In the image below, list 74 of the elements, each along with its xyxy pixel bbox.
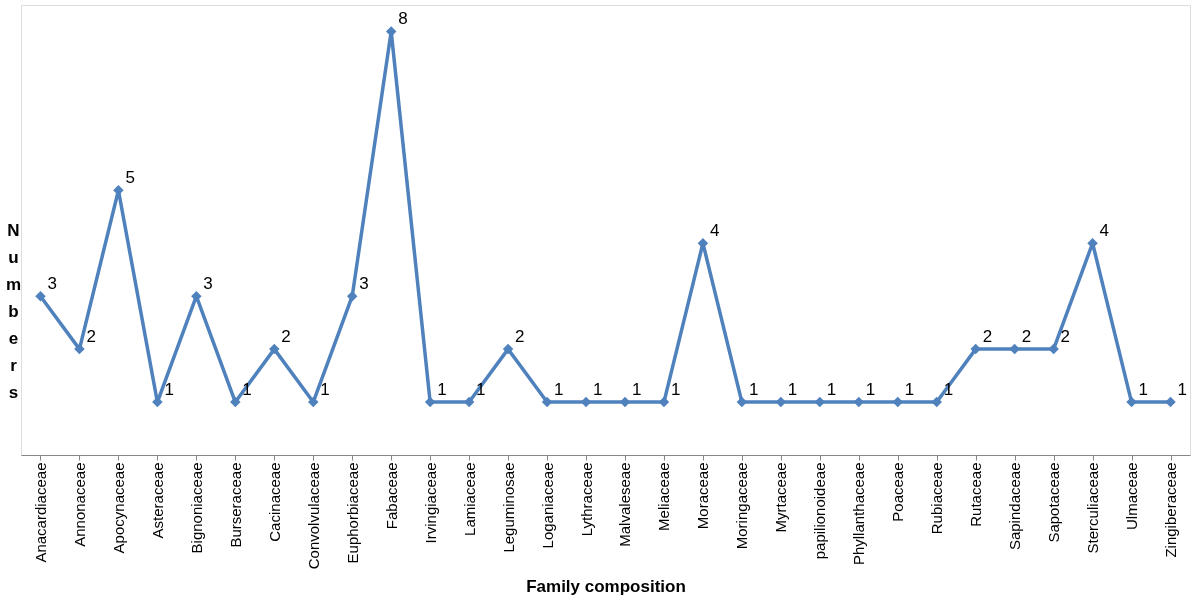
- x-axis-title: Family composition: [526, 577, 686, 597]
- x-tick-label: Cacinaceae: [265, 462, 283, 542]
- data-label: 8: [398, 9, 408, 29]
- x-tick-label: Myrtaceae: [772, 462, 790, 533]
- data-label: 1: [631, 380, 642, 400]
- data-label: 1: [437, 380, 447, 400]
- point: [1126, 396, 1137, 408]
- x-tick-label: Burseraceae: [226, 462, 244, 548]
- data-label: 1: [865, 380, 876, 400]
- x-tick-label: Moraceae: [694, 462, 712, 530]
- data-label: 3: [203, 274, 213, 294]
- data-label: 5: [125, 168, 135, 188]
- data-label: 2: [515, 327, 525, 347]
- point: [931, 396, 942, 408]
- data-label: 4: [1099, 221, 1110, 241]
- x-tick-label: Moringaceae: [733, 462, 751, 550]
- point: [74, 343, 85, 355]
- x-tick-label: Rutaceae: [967, 462, 985, 527]
- x-tick-label: Lythraceae: [577, 462, 595, 537]
- point: [970, 343, 981, 355]
- x-tick-label: Bignoniaceae: [187, 462, 205, 554]
- data-label: 1: [593, 380, 603, 400]
- x-tick-label: Ulmaceae: [1123, 462, 1141, 531]
- x-tick-label: Euphorbiaceae: [343, 462, 361, 564]
- data-label: 1: [826, 380, 837, 400]
- data-label: 1: [904, 380, 915, 400]
- point: [191, 290, 202, 302]
- x-tick-label: Annonaceae: [70, 462, 88, 547]
- point: [1048, 343, 1059, 355]
- x-tick-label: Phyllanthaceae: [850, 462, 868, 566]
- data-label: 1: [787, 380, 798, 400]
- x-tick-label: Sapindaceae: [1006, 462, 1024, 551]
- point: [230, 396, 241, 408]
- data-label: 2: [1060, 327, 1071, 347]
- x-tick-label: Sterculiaceae: [1084, 462, 1102, 554]
- data-label: 1: [1177, 380, 1187, 400]
- x-tick-label: Rubiaceae: [928, 462, 946, 535]
- x-tick-label: Zingiberaceae: [1162, 462, 1180, 558]
- data-label: 2: [281, 327, 291, 347]
- point: [346, 290, 358, 302]
- x-tick-label: Leguminosae: [499, 462, 517, 553]
- point: [35, 290, 46, 302]
- data-label: 2: [1021, 327, 1032, 347]
- point: [502, 343, 514, 355]
- x-tick-label: Sapotaceae: [1045, 462, 1063, 543]
- data-label: 1: [320, 380, 330, 400]
- point: [269, 343, 280, 355]
- data-label: 4: [709, 221, 720, 241]
- data-label: 1: [748, 380, 759, 400]
- y-axis-title: Numbers: [5, 220, 22, 402]
- x-tick-label: Fabaceae: [382, 462, 400, 530]
- x-tick-label: Malvaleseae: [616, 462, 634, 547]
- data-label: 2: [982, 327, 993, 347]
- x-tick-label: Irvingiaceae: [421, 462, 439, 544]
- x-tick-label: Asteraceae: [148, 462, 166, 539]
- x-tick-label: Loganiaceae: [538, 462, 556, 549]
- x-tick-label: Meliaceae: [655, 462, 673, 531]
- data-label: 1: [164, 380, 174, 400]
- data-label: 1: [1138, 380, 1149, 400]
- data-label: 3: [47, 274, 57, 294]
- x-tick-label: Poaceae: [889, 462, 907, 522]
- data-label: 2: [86, 327, 96, 347]
- point: [308, 396, 319, 408]
- x-tick-label: Apocynaceae: [109, 462, 127, 554]
- x-tick-label: Convolvulaceae: [304, 462, 322, 570]
- x-tick-label: Lamiaceae: [460, 462, 478, 536]
- data-label: 3: [359, 274, 369, 294]
- point: [1009, 343, 1020, 355]
- point: [1165, 396, 1176, 408]
- point: [892, 396, 903, 408]
- data-label: 1: [554, 380, 564, 400]
- data-label: 1: [670, 380, 681, 400]
- x-tick-label: papilionoideae: [811, 462, 829, 560]
- x-tick-label: Anacardiaceae: [31, 462, 49, 563]
